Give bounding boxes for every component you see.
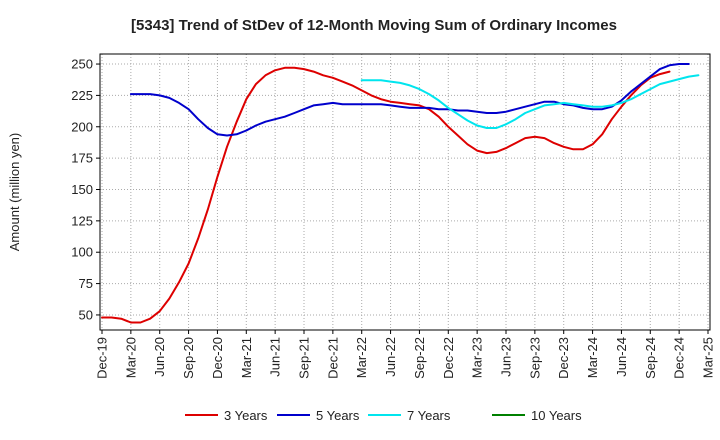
series-line-7-years [360,74,700,129]
y-tick-label: 50 [79,307,93,322]
x-tick-label: Dec-20 [210,337,225,379]
y-tick-label: 200 [71,119,93,134]
x-tick-label: Mar-20 [123,337,138,378]
x-tick-label: Sep-20 [181,337,196,379]
y-tick-label: 225 [71,88,93,103]
legend-label-5-years: 5 Years [316,408,360,423]
x-tick-label: Mar-24 [585,337,600,378]
x-tick-label: Jun-22 [383,337,398,377]
x-tick-label: Sep-21 [297,337,312,379]
x-tick-label: Sep-23 [527,337,542,379]
y-tick-label: 125 [71,213,93,228]
x-tick-label: Dec-23 [556,337,571,379]
x-tick-label: Sep-24 [643,337,658,379]
x-tick-label: Mar-23 [470,337,485,378]
x-tick-label: Jun-23 [499,337,514,377]
series-group [101,63,700,324]
x-tick-label: Dec-19 [95,337,110,379]
y-tick-label: 75 [79,276,93,291]
x-tick-label: Sep-22 [412,337,427,379]
y-tick-label: 100 [71,245,93,260]
y-axis: 50 75 100 125 150 175 200 225 250 [71,57,100,322]
x-tick-label: Mar-25 [701,337,716,378]
x-tick-label: Mar-21 [239,337,254,378]
gridlines [100,54,710,330]
y-tick-label: 250 [71,57,93,72]
y-tick-label: 150 [71,182,93,197]
x-tick-label: Jun-24 [614,337,629,377]
series-line-3-years [101,66,671,324]
x-tick-label: Dec-22 [441,337,456,379]
series-line-5-years [129,63,690,137]
chart-title: [5343] Trend of StDev of 12-Month Moving… [131,17,617,34]
x-tick-label: Jun-21 [268,337,283,377]
legend-label-3-years: 3 Years [224,408,268,423]
x-tick-label: Jun-20 [152,337,167,377]
x-axis: Dec-19 Mar-20 Jun-20 Sep-20 Dec-20 Mar-21 Jun-… [95,330,716,379]
legend: 3 Years 5 Years 7 Years 10 Years [185,408,582,423]
x-tick-label: Dec-24 [672,337,687,379]
plot-area-frame [99,53,711,331]
y-tick-label: 175 [71,151,93,166]
y-axis-label: Amount (million yen) [7,133,22,252]
x-tick-label: Mar-22 [354,337,369,378]
legend-label-7-years: 7 Years [407,408,451,423]
x-tick-label: Dec-21 [325,337,340,379]
legend-label-10-years: 10 Years [531,408,582,423]
